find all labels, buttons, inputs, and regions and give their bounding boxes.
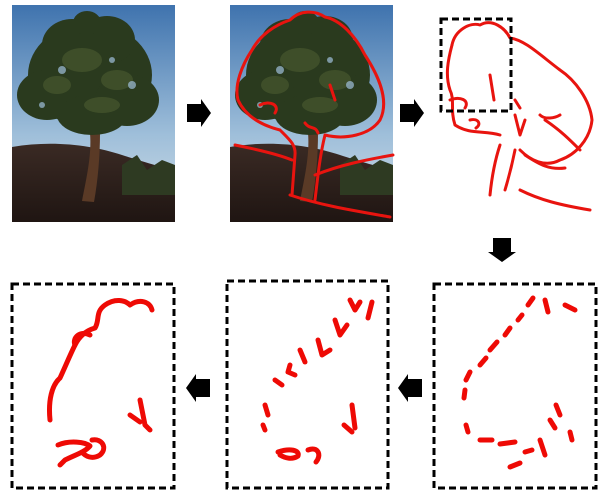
stroke [341, 422, 355, 435]
stroke [288, 193, 392, 219]
stroke [518, 188, 592, 212]
stroke [488, 73, 496, 102]
stroke [349, 402, 358, 431]
stroke [515, 312, 525, 323]
stroke [79, 437, 107, 460]
shape [230, 5, 393, 222]
stroke [463, 422, 471, 435]
stroke [497, 439, 518, 447]
stroke [468, 118, 481, 130]
stage-3 [10, 282, 176, 490]
stroke [525, 295, 536, 308]
stroke [488, 143, 502, 197]
stroke [47, 298, 155, 423]
shape [233, 10, 395, 219]
contour-sketch [439, 17, 594, 212]
arrow [398, 374, 422, 402]
stroke [365, 299, 375, 321]
stroke [260, 422, 268, 433]
stroke [258, 101, 278, 115]
stroke [522, 447, 535, 455]
stroke [233, 143, 294, 162]
arrow [488, 238, 516, 262]
photo-with-contour [230, 5, 395, 222]
stroke [332, 317, 350, 338]
stroke [562, 302, 578, 313]
stroke [236, 98, 297, 197]
photo-original [12, 5, 175, 222]
stroke [328, 83, 337, 102]
stroke [297, 347, 308, 365]
stroke [513, 98, 522, 110]
stroke [315, 337, 333, 358]
shape [439, 17, 513, 113]
stroke [542, 297, 551, 315]
arrow [186, 374, 210, 402]
stroke [262, 402, 271, 418]
stroke [71, 330, 93, 348]
stroke [275, 447, 301, 461]
stroke [487, 339, 500, 353]
stroke [538, 113, 562, 120]
stroke [461, 387, 468, 401]
stroke [313, 153, 395, 177]
stroke [55, 439, 93, 468]
stroke [567, 429, 575, 443]
stroke [507, 460, 523, 470]
stroke [477, 355, 489, 368]
stroke [503, 148, 517, 192]
stroke [502, 325, 513, 338]
stroke [553, 402, 563, 418]
arrow [400, 99, 424, 127]
stroke [547, 417, 558, 431]
stroke [523, 153, 567, 170]
stage-2 [225, 279, 390, 490]
shape [225, 279, 390, 490]
stroke [513, 113, 527, 137]
stroke [450, 21, 594, 165]
stage-1 [432, 282, 598, 490]
shape [445, 21, 594, 212]
stroke [463, 369, 473, 383]
shape [260, 297, 375, 465]
shape [47, 298, 155, 468]
stroke [285, 362, 298, 378]
stroke [137, 397, 153, 433]
stroke [127, 412, 143, 425]
stroke [235, 10, 386, 202]
stroke [445, 43, 502, 137]
arrow [187, 99, 211, 127]
stroke [543, 118, 582, 152]
shape [10, 282, 176, 490]
shape [432, 282, 598, 490]
shape [461, 295, 578, 470]
stroke [305, 446, 322, 465]
stroke [303, 121, 320, 135]
stroke [347, 297, 363, 313]
stroke [537, 437, 548, 458]
stroke [448, 96, 468, 110]
stroke [272, 377, 285, 388]
